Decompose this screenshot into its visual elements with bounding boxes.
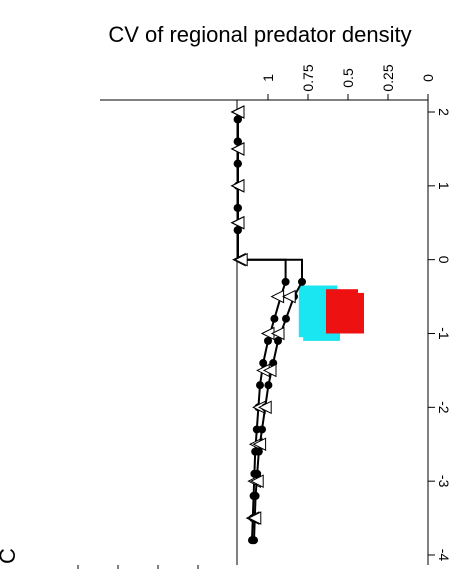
x-tick-label: 1 — [436, 182, 452, 190]
x-tick-label: -2 — [436, 401, 452, 414]
circle-point — [270, 314, 279, 323]
circle-point — [274, 336, 282, 345]
circle-point — [234, 226, 242, 235]
triangle-point — [270, 289, 285, 304]
triangle-point — [230, 179, 245, 193]
triangle-point — [282, 289, 296, 304]
circle-point — [264, 381, 273, 390]
circle-point — [258, 425, 266, 434]
x-tick-label: -3 — [436, 475, 452, 488]
circle-point — [254, 447, 263, 456]
triangle-point — [230, 142, 245, 156]
circle-point — [234, 203, 242, 212]
y-tick-label: 0.25 — [380, 64, 396, 91]
y-tick-label: 0 — [420, 74, 436, 82]
circle-point — [250, 536, 258, 545]
circle-point — [253, 469, 262, 478]
y-tick-label: 1 — [260, 74, 276, 82]
x-tick-label: -4 — [436, 549, 452, 562]
patch-red — [326, 289, 358, 334]
triangle-point — [258, 400, 272, 415]
x-tick-label: 2 — [436, 108, 452, 116]
x-tick-label: -1 — [436, 327, 452, 340]
triangle-point — [250, 474, 264, 488]
triangle-point — [247, 511, 262, 525]
chart-title: CV of regional predator density — [108, 22, 411, 47]
circle-point — [264, 336, 272, 345]
circle-point — [281, 277, 290, 286]
plot-area: -4 -3 -2 -1 0 1 2 0 0.25 0.5 0.75 1 — [77, 64, 452, 569]
triangle-point — [230, 215, 245, 230]
circle-point — [251, 491, 260, 500]
panel-label: C — [0, 548, 20, 564]
circle-point — [256, 381, 264, 390]
y-tick-label: 0.5 — [340, 68, 356, 88]
circle-point — [234, 115, 242, 124]
circle-point — [259, 359, 268, 368]
triangle-point — [230, 105, 245, 119]
triangle-point — [262, 363, 277, 378]
circle-point — [234, 159, 242, 168]
triangle-point — [270, 326, 285, 341]
y-tick-label: 0.75 — [300, 64, 316, 91]
triangle-point — [234, 252, 248, 267]
x-tick-label: 0 — [436, 256, 452, 264]
circle-point — [298, 277, 306, 286]
circle-point — [282, 314, 290, 323]
circle-point — [234, 137, 242, 146]
triangle-point — [252, 437, 267, 452]
